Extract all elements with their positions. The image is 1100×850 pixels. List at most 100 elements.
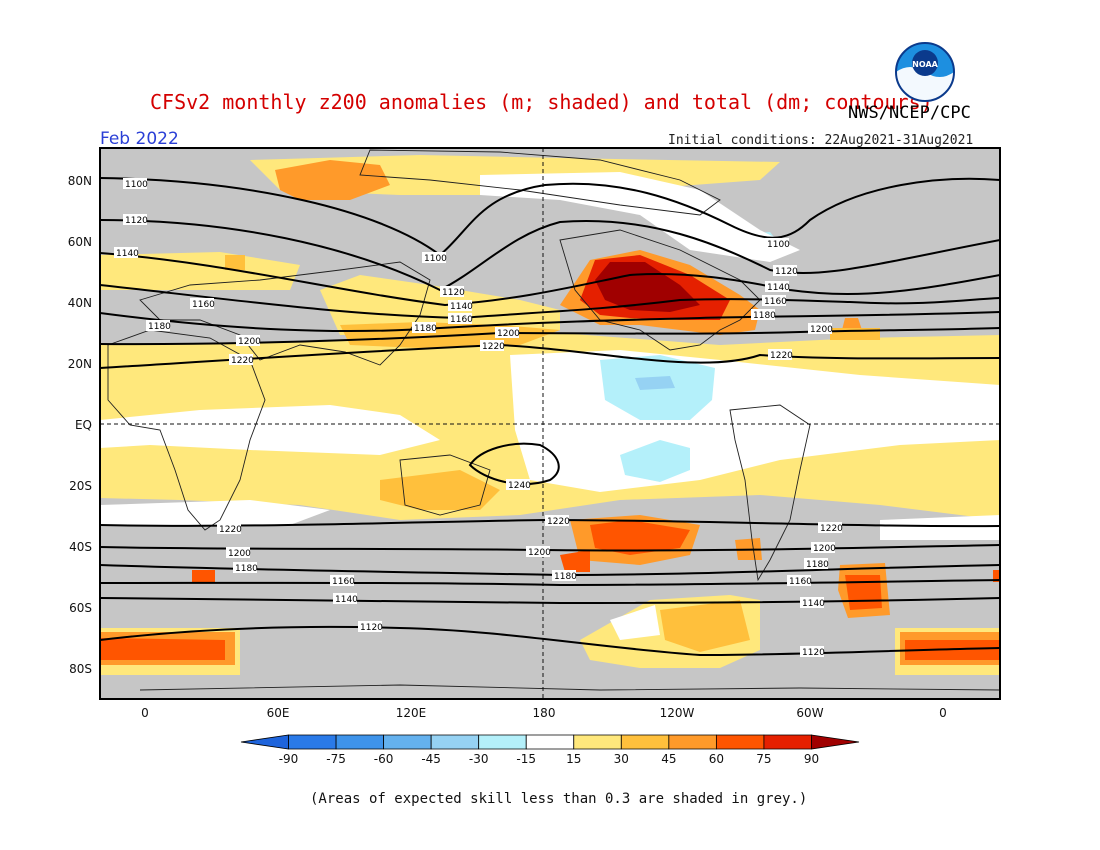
svg-text:1220: 1220: [482, 342, 505, 352]
negative-anomaly-south-pacific: [620, 440, 690, 482]
anomaly-30-45-antarctic: [660, 600, 750, 652]
anomaly-60-75-south-atlantic: [845, 575, 882, 610]
colorbar-tick-label: 30: [614, 752, 629, 766]
svg-text:20N: 20N: [68, 357, 92, 371]
svg-text:40S: 40S: [69, 540, 92, 554]
anomaly-30-45-south-pacific: [380, 470, 500, 510]
anomaly-near-zero-antarctic: [610, 605, 660, 640]
contour-1140: [100, 252, 1000, 307]
svg-text:1160: 1160: [332, 577, 355, 587]
colorbar-tick-label: -30: [469, 752, 489, 766]
svg-text:1200: 1200: [497, 329, 520, 339]
anomaly-near-zero-south: [100, 500, 330, 525]
colorbar-bin: [335, 734, 385, 750]
svg-text:1180: 1180: [148, 322, 171, 332]
anomaly-30-45-japan: [340, 322, 560, 348]
colorbar-bin: [620, 734, 670, 750]
anomaly-60-75-spot: [192, 570, 215, 582]
svg-text:60E: 60E: [267, 706, 290, 720]
colorbar-bin: [668, 734, 717, 750]
negative-anomaly-north-pacific: [600, 355, 715, 420]
svg-text:1200: 1200: [238, 337, 261, 347]
svg-text:0: 0: [141, 706, 149, 720]
anomaly-60-75-pole-east: [905, 640, 1000, 660]
svg-text:1120: 1120: [442, 288, 465, 298]
svg-text:1220: 1220: [820, 524, 843, 534]
anomaly-45-60-south-atlantic: [838, 563, 890, 618]
colorbar-tick-label: -15: [516, 752, 536, 766]
anomaly-near-zero-south-atlantic: [880, 515, 1000, 540]
svg-text:1140: 1140: [802, 599, 825, 609]
svg-text:1180: 1180: [414, 324, 437, 334]
svg-text:1120: 1120: [360, 623, 383, 633]
colorbar-bin: [763, 734, 812, 750]
svg-text:1160: 1160: [192, 300, 215, 310]
svg-text:20S: 20S: [69, 479, 92, 493]
svg-text:1220: 1220: [770, 351, 793, 361]
anomaly-30-45-atlantic-spot: [842, 318, 862, 330]
anomaly-near-zero-arctic: [480, 172, 800, 262]
colorbar-bin: [525, 734, 575, 750]
colorbar-bin: [478, 734, 527, 750]
anomaly-75-90-north-america: [580, 255, 730, 320]
anomaly-60-75-north-america: [560, 250, 760, 335]
contour-1220-north: [100, 343, 1000, 369]
contour-1200: [100, 327, 1000, 346]
continent-outlines: [107, 149, 1000, 691]
svg-text:180: 180: [533, 706, 556, 720]
contour-1180-south: [100, 564, 1000, 577]
svg-text:1200: 1200: [228, 549, 251, 559]
colorbar-bin: [811, 734, 860, 750]
colorbar-tick-label: 60: [709, 752, 724, 766]
svg-text:1180: 1180: [753, 311, 776, 321]
colorbar-tick-label: -90: [279, 752, 299, 766]
contour-1160-south: [100, 579, 1000, 587]
anomaly-30-45-siberia: [275, 160, 390, 200]
anomaly-15-30-tropics: [100, 330, 1000, 520]
svg-text:1120: 1120: [775, 267, 798, 277]
anomaly-30-45-atlantic-band: [830, 328, 880, 340]
svg-text:1100: 1100: [767, 240, 790, 250]
forecast-month: Feb 2022: [100, 129, 179, 149]
svg-text:1140: 1140: [450, 302, 473, 312]
anomaly-near-zero-pacific: [510, 350, 1000, 492]
svg-text:1160: 1160: [450, 315, 473, 325]
svg-text:40N: 40N: [68, 296, 92, 310]
anomaly-over-90-north-america: [595, 262, 700, 312]
svg-text:1140: 1140: [335, 595, 358, 605]
anomaly-15-30-arctic: [250, 155, 780, 195]
colorbar-tick-label: -75: [326, 752, 346, 766]
svg-text:1180: 1180: [235, 564, 258, 574]
svg-text:60W: 60W: [796, 706, 823, 720]
anomaly-45-60-south-pacific: [570, 515, 700, 565]
contour-1120: [100, 219, 1000, 292]
colorbar-tick-label: 90: [804, 752, 819, 766]
svg-text:1200: 1200: [813, 544, 836, 554]
svg-text:1140: 1140: [767, 283, 790, 293]
colorbar-bin: [715, 734, 765, 750]
svg-text:1200: 1200: [528, 548, 551, 558]
svg-text:EQ: EQ: [75, 418, 92, 432]
contour-1200-south: [100, 544, 1000, 552]
colorbar: -90 -75 -60 -45 -30 -15 15 30 45 60 75 90: [240, 734, 860, 766]
low-skill-background: [100, 148, 1000, 699]
height-contours: [100, 177, 1000, 657]
svg-text:1100: 1100: [424, 254, 447, 264]
anomaly-15-30-antarctic: [580, 595, 760, 668]
contour-1100: [100, 177, 1000, 257]
colorbar-bin: [573, 734, 622, 750]
anomaly-near-zero-band: [100, 405, 440, 455]
longitude-labels: 0 60E 120E 180 120W 60W 0: [141, 706, 947, 720]
colorbar-tick-label: -45: [421, 752, 441, 766]
svg-text:1140: 1140: [116, 249, 139, 259]
anomaly-45-60-pole-east: [900, 632, 1000, 665]
contour-labels: 1100 1120 1140 1160 1180 1200 1220 1100 …: [114, 178, 843, 658]
svg-text:NOAA: NOAA: [912, 60, 938, 69]
svg-text:1200: 1200: [810, 325, 833, 335]
svg-text:1160: 1160: [789, 577, 812, 587]
contour-1240: [468, 442, 560, 486]
colorbar-bin: [383, 734, 432, 750]
chart-title: CFSv2 monthly z200 anomalies (m; shaded)…: [150, 90, 933, 114]
svg-text:1180: 1180: [806, 560, 829, 570]
